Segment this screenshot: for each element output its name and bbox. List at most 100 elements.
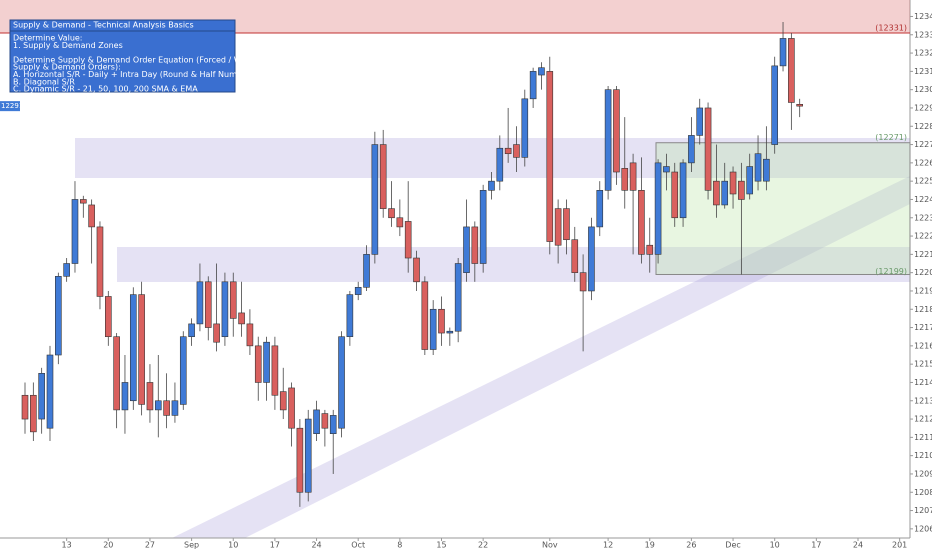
candle-body [688, 135, 695, 164]
candle-body [63, 263, 70, 277]
y-tick-label: 12140 [914, 378, 932, 387]
candle-body [121, 382, 129, 411]
candle-body [346, 294, 354, 338]
candle-body [263, 341, 270, 383]
y-tick-label: 12300 [914, 85, 932, 94]
y-tick-label: 12210 [914, 250, 932, 259]
candle-body [729, 171, 737, 195]
info-line: B. Diagonal S/R [13, 77, 75, 86]
y-tick-label: 12320 [914, 49, 932, 58]
candle-body [46, 354, 54, 429]
candle-body [796, 104, 803, 107]
candle-body [454, 263, 462, 332]
info-line: A. Horizontal S/R - Daily + Intra Day (R… [13, 70, 257, 79]
x-tick-label: 22 [478, 541, 488, 550]
y-tick-label: 12310 [914, 67, 932, 76]
candle-body [396, 217, 404, 228]
x-tick-label: 26 [686, 541, 696, 550]
candle-body [738, 180, 745, 200]
candle-body [521, 98, 529, 158]
candle-body [138, 294, 145, 405]
candle-body [646, 244, 654, 255]
candle-body [488, 180, 495, 191]
y-tick-label: 12090 [914, 469, 932, 478]
candle-body [479, 190, 487, 264]
candle-body [229, 281, 237, 319]
candle-body [596, 190, 604, 228]
y-tick-label: 12160 [914, 341, 932, 350]
candle-body [21, 394, 29, 420]
y-tick-label: 12280 [914, 122, 932, 131]
candle-body [246, 323, 254, 347]
x-tick-label: Dec [725, 541, 740, 550]
x-tick-label: 201 [892, 541, 907, 550]
candle-body [529, 71, 537, 100]
candle-body [604, 89, 612, 191]
candle-body [496, 147, 504, 182]
info-line: C. Dynamic S/R - 21, 50, 100, 200 SMA & … [13, 85, 198, 94]
candle-body [696, 107, 704, 136]
candle-body [296, 427, 304, 493]
candle-body [571, 239, 579, 273]
candle-body [546, 71, 554, 242]
x-tick-label: 15 [436, 541, 446, 550]
candle-body [171, 400, 179, 416]
candle-body [279, 391, 287, 411]
candle-body [713, 180, 720, 206]
candle-body [429, 308, 437, 350]
x-tick-label: 12 [603, 541, 613, 550]
candle-body [238, 312, 245, 325]
x-tick-label: 8 [397, 541, 402, 550]
y-tick-label: 12150 [914, 360, 932, 369]
x-tick-label: Sep [184, 541, 199, 550]
candle-body [304, 418, 312, 493]
x-tick-label: 27 [145, 541, 155, 550]
info-line: 1. Supply & Demand Zones [13, 41, 123, 50]
candle-body [213, 323, 220, 343]
candle-body [221, 281, 229, 338]
info-line: Determine Supply & Demand Order Equation… [13, 55, 261, 64]
y-tick-label: 12230 [914, 213, 932, 222]
candle-body [788, 38, 795, 103]
candle-body [30, 394, 37, 433]
candle-body [513, 144, 520, 158]
candle-body [463, 226, 470, 273]
candle-body [438, 308, 445, 334]
candle-body [388, 208, 395, 219]
candle-body [154, 400, 162, 411]
candle-body [71, 199, 79, 264]
x-tick-label: 24 [311, 541, 321, 550]
y-tick-label: 12180 [914, 305, 932, 314]
y-tick-label: 12330 [914, 30, 932, 39]
candle-body [363, 254, 370, 288]
candle-body [704, 107, 712, 191]
y-tick-label: 12290 [914, 103, 932, 112]
candle-body [55, 276, 62, 356]
candle-body [671, 171, 679, 219]
candle-body [679, 162, 687, 219]
info-box-bg [9, 19, 236, 93]
level-label: (12199) [875, 267, 907, 276]
candle-body [338, 336, 345, 429]
candle-body [613, 89, 620, 173]
candle-body [504, 147, 512, 155]
level-label: (12331) [875, 23, 907, 32]
candle-body [188, 323, 195, 338]
candle-body [404, 221, 412, 259]
x-tick-label: 13 [62, 541, 72, 550]
candle-body [538, 67, 545, 76]
level-label: (12271) [875, 133, 907, 142]
y-tick-label: 12270 [914, 140, 932, 149]
y-tick-label: 12200 [914, 268, 932, 277]
candle-body [771, 65, 779, 145]
y-tick-label: 12070 [914, 506, 932, 515]
candle-body [629, 162, 637, 191]
candle-body [271, 345, 279, 396]
x-tick-label: Oct [351, 541, 365, 550]
candle-body [663, 166, 670, 173]
demand-zone [117, 247, 910, 282]
y-tick-label: 12240 [914, 195, 932, 204]
candle-body [105, 296, 112, 338]
x-tick-label: 19 [645, 541, 655, 550]
candle-body [588, 226, 595, 292]
